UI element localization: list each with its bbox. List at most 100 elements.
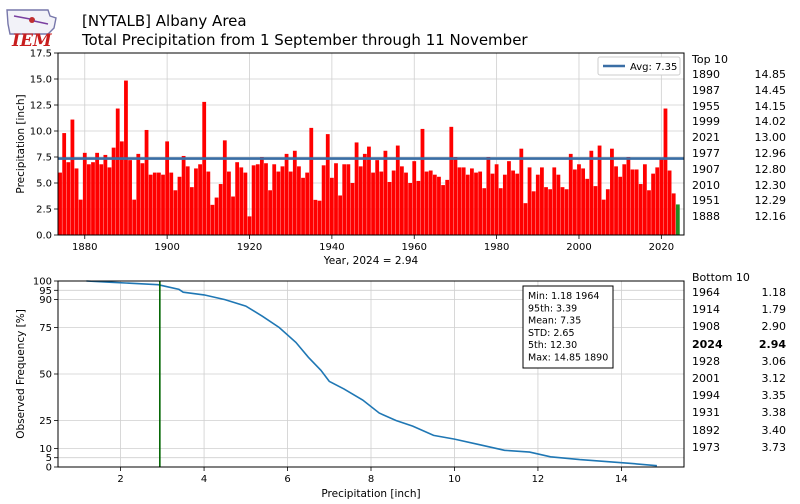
bottom10-year: 1908 <box>692 320 720 334</box>
precip-bar <box>589 150 594 235</box>
top10-value: 12.16 <box>754 210 787 224</box>
precip-bar <box>342 164 347 235</box>
precip-bar <box>66 162 71 235</box>
top10-row: 1987 14.45 <box>692 84 794 97</box>
precip-bar <box>280 166 285 235</box>
precip-bar <box>317 200 322 235</box>
precip-bar <box>593 186 598 235</box>
precip-bar <box>346 164 351 235</box>
precip-bar <box>301 177 305 235</box>
precip-bar <box>572 169 577 235</box>
tick-label-y: 5.0 <box>36 179 52 190</box>
tick-label-y: 17.5 <box>30 49 52 60</box>
bottom10-value: 3.12 <box>761 372 787 385</box>
top10-value: 13.00 <box>754 131 787 145</box>
bottom10-value: 3.73 <box>761 440 787 454</box>
tick-label-y: 10.0 <box>30 127 52 138</box>
precip-bar <box>198 164 202 235</box>
precip-bar <box>383 150 388 235</box>
top10-value: 12.96 <box>754 147 787 160</box>
precip-bar <box>272 164 277 235</box>
tick-label-y: 2.5 <box>36 205 52 216</box>
stats-line: 95th: 3.39 <box>528 303 577 314</box>
bottom10-row: 1994 3.35 <box>692 389 794 402</box>
tick-label-x: 1960 <box>402 242 427 253</box>
precip-bar <box>367 146 371 235</box>
tick-label-y: 100 <box>33 277 52 288</box>
tick-label-y: 90 <box>39 295 52 306</box>
axes-frame-bottom <box>57 280 685 468</box>
precip-bar <box>115 108 120 235</box>
precip-bar <box>544 187 548 235</box>
precip-bar <box>478 171 483 235</box>
tick-label-x: 4 <box>201 474 207 485</box>
precip-bar <box>412 161 417 235</box>
precip-bar <box>309 127 314 235</box>
tick-label-y: 25 <box>39 416 52 427</box>
bottom10-value: 1.79 <box>761 303 787 317</box>
precip-bar <box>227 171 231 235</box>
bottom10-year: 1892 <box>692 423 720 437</box>
precip-bar <box>622 164 627 235</box>
precip-bar <box>321 165 326 235</box>
y-axis-label-top: Precipitation [inch] <box>15 94 27 193</box>
precip-bar <box>638 184 643 235</box>
bottom10-row: 1928 3.06 <box>692 355 794 368</box>
precip-bar <box>605 189 610 235</box>
precip-bar <box>519 148 524 235</box>
precip-bar <box>222 140 227 235</box>
bottom10-value: 2.90 <box>761 320 787 334</box>
stats-line: Min: 1.18 1964 <box>528 291 599 302</box>
top10-value: 12.29 <box>754 194 787 208</box>
bottom10-row: 1964 1.18 <box>692 286 794 299</box>
top10-year: 1999 <box>692 115 720 129</box>
precip-bar <box>334 163 338 235</box>
precip-bar <box>597 145 602 235</box>
precip-bar <box>577 164 581 235</box>
precip-bar <box>470 168 474 235</box>
top10-year: 1888 <box>692 210 720 224</box>
precip-bar <box>642 164 647 235</box>
logo-text: IEM <box>11 31 53 50</box>
top10-year: 2010 <box>692 178 720 192</box>
precip-bar <box>218 184 223 235</box>
precip-bar <box>404 172 408 235</box>
precip-bar <box>350 183 355 235</box>
precip-bar <box>540 167 544 235</box>
precip-bar <box>264 163 268 235</box>
precip-bar <box>305 172 310 235</box>
tick-label-x: 2 <box>117 474 123 485</box>
top10-value: 14.02 <box>754 115 787 129</box>
precip-bar <box>362 153 367 235</box>
top10-row: 1977 12.96 <box>692 147 794 160</box>
bottom10-row: 1892 3.40 <box>692 424 794 437</box>
bottom10-value: 3.35 <box>761 389 787 403</box>
tick-label-y: 0 <box>46 463 52 474</box>
precip-bar <box>387 181 392 235</box>
precip-bar <box>99 164 104 235</box>
precip-bar <box>548 189 553 235</box>
bottom10-value: 3.40 <box>761 423 787 437</box>
precip-bar <box>610 148 614 235</box>
tick-label-y: 7.5 <box>36 153 52 164</box>
axes-frame-top <box>57 52 685 236</box>
precip-bar <box>371 172 375 235</box>
precip-bar <box>338 195 343 235</box>
stats-line: STD: 2.65 <box>528 328 575 339</box>
tick-label-x: 2020 <box>649 242 674 253</box>
precip-bar <box>144 129 149 235</box>
top10-value: 14.45 <box>754 83 787 97</box>
chart-subtitle: Total Precipitation from 1 September thr… <box>82 31 528 49</box>
tick-label-y: 10 <box>39 444 52 455</box>
bottom10-row: 1931 3.38 <box>692 406 794 419</box>
bottom10-year: 1931 <box>692 406 720 420</box>
precip-bar <box>177 176 182 235</box>
precip-bar <box>119 141 124 235</box>
precip-bar <box>663 108 668 235</box>
precip-bar <box>91 162 95 235</box>
bottom10-year: 1928 <box>692 354 720 368</box>
precip-bar <box>647 190 651 235</box>
stats-box <box>522 285 614 369</box>
bottom10-value: 1.18 <box>761 286 787 299</box>
precip-bar <box>325 134 330 235</box>
